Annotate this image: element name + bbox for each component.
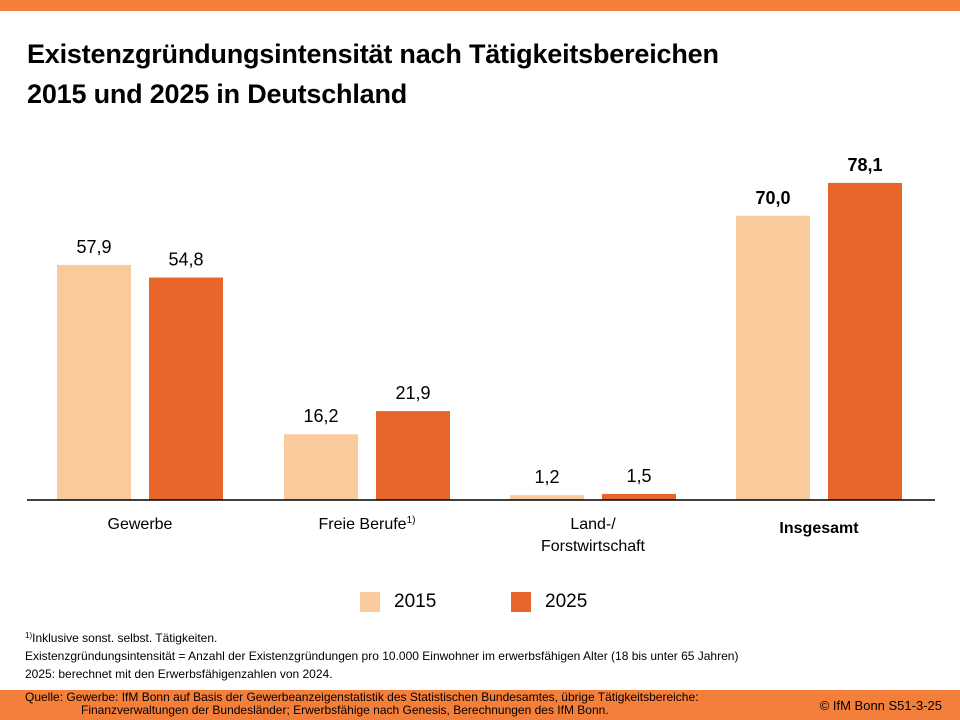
source-line-1: Quelle: Gewerbe: IfM Bonn auf Basis der … <box>25 690 699 704</box>
bars-group <box>57 182 902 501</box>
legend-label-2015: 2015 <box>394 591 437 612</box>
bar-gewerbe-2025 <box>149 277 223 500</box>
bar-freie-berufe-2025 <box>376 411 450 500</box>
bar-freie-berufe-2015 <box>284 434 358 500</box>
category-footnote-marker: 1) <box>407 515 416 526</box>
legend-label-2025: 2025 <box>545 591 588 612</box>
category-labels-group: Gewerbe Freie Berufe1) Land-/ Forstwirtscha… <box>108 515 860 555</box>
category-label-gewerbe: Gewerbe <box>108 516 173 533</box>
footnote-text: Inklusive sonst. selbst. Tätigkeiten. <box>32 631 218 645</box>
footnote-1: 1)Inklusive sonst. selbst. Tätigkeiten. <box>25 629 925 647</box>
bar-land-2015 <box>510 495 584 500</box>
chart-title: Existenzgründungsintensität nach Tätigke… <box>27 34 927 114</box>
value-labels-group: 57,9 54,8 16,2 21,9 1,2 1,5 70,0 78,1 <box>76 155 882 487</box>
definition-note: Existenzgründungsintensität = Anzahl der… <box>25 649 739 663</box>
bar-gewerbe-2015 <box>57 264 131 500</box>
legend-item-2025: 2025 <box>511 591 587 613</box>
legend-swatch-2015 <box>360 592 380 612</box>
copyright: © IfM Bonn S51-3-25 <box>819 698 942 713</box>
top-accent-bar <box>0 0 960 11</box>
source-line-2: Finanzverwaltungen der Bundesländer; Erw… <box>81 703 609 717</box>
category-label-land-line2: Forstwirtschaft <box>541 538 646 555</box>
value-label-gewerbe-2015: 57,9 <box>76 237 111 257</box>
value-label-freie-berufe-2015: 16,2 <box>303 406 338 426</box>
bar-land-2025 <box>602 493 676 500</box>
footnote-marker: 1) <box>25 631 33 640</box>
bar-chart: 57,9 54,8 16,2 21,9 1,2 1,5 70,0 78,1 Gewerbe Fr… <box>27 155 935 555</box>
value-label-land-2015: 1,2 <box>534 467 559 487</box>
value-label-freie-berufe-2025: 21,9 <box>395 383 430 403</box>
legend-item-2015: 2015 <box>360 591 436 613</box>
category-label-freie-berufe: Freie Berufe1) <box>319 515 416 533</box>
note-2025: 2025: berechnet mit den Erwerbsfähigenza… <box>25 667 333 681</box>
value-label-land-2025: 1,5 <box>626 466 651 486</box>
legend-swatch-2025 <box>511 592 531 612</box>
value-label-insgesamt-2015: 70,0 <box>755 188 790 208</box>
source-footer: Quelle: Gewerbe: IfM Bonn auf Basis der … <box>0 690 960 720</box>
source-text: Quelle: Gewerbe: IfM Bonn auf Basis der … <box>25 691 785 717</box>
category-label-land-line1: Land-/ <box>570 516 616 533</box>
bar-insgesamt-2015 <box>736 215 810 501</box>
bar-insgesamt-2025 <box>828 182 902 500</box>
footnotes: 1)Inklusive sonst. selbst. Tätigkeiten. … <box>25 629 925 683</box>
value-label-insgesamt-2025: 78,1 <box>847 155 882 175</box>
legend: 2015 2025 <box>0 591 960 615</box>
value-label-gewerbe-2025: 54,8 <box>168 250 203 270</box>
category-label-insgesamt: Insgesamt <box>779 520 859 537</box>
title-line-2: 2015 und 2025 in Deutschland <box>27 79 408 109</box>
title-line-1: Existenzgründungsintensität nach Tätigke… <box>27 39 719 69</box>
